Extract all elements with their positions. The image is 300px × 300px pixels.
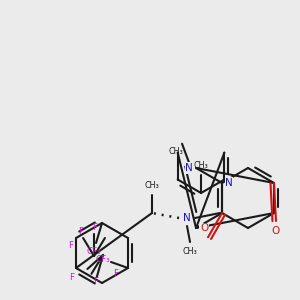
Text: CH₃: CH₃ bbox=[194, 160, 208, 169]
Text: O: O bbox=[200, 223, 208, 233]
Text: F: F bbox=[68, 242, 74, 250]
Text: CH₃: CH₃ bbox=[145, 181, 159, 190]
Text: F: F bbox=[92, 224, 98, 232]
Text: N: N bbox=[225, 178, 233, 188]
Text: CH₃: CH₃ bbox=[183, 248, 197, 256]
Text: N: N bbox=[185, 163, 193, 173]
Text: F: F bbox=[79, 227, 83, 236]
Text: N: N bbox=[183, 213, 191, 223]
Text: F: F bbox=[70, 272, 74, 281]
Text: CF₃: CF₃ bbox=[96, 256, 110, 265]
Text: F: F bbox=[113, 268, 119, 278]
Text: CH₃: CH₃ bbox=[169, 147, 183, 156]
Text: O: O bbox=[272, 226, 280, 236]
Text: F: F bbox=[94, 277, 98, 286]
Text: CF₃: CF₃ bbox=[87, 247, 101, 256]
